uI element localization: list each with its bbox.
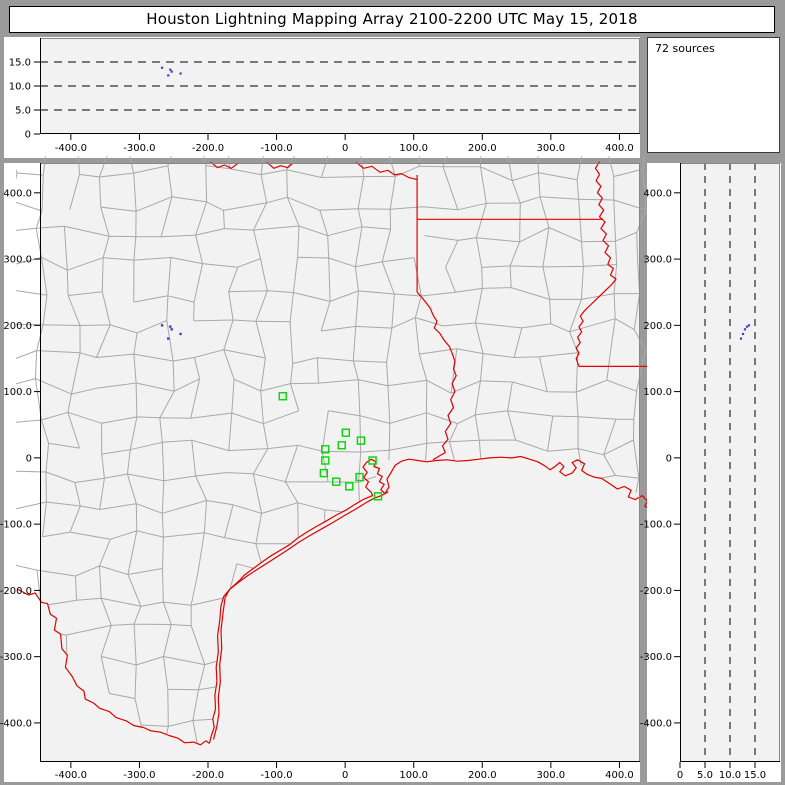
lma-station-marker [356, 436, 366, 445]
lma-station-marker [319, 468, 329, 478]
lightning-source-dot [167, 74, 170, 77]
ew-tick-label: -400.0 [55, 770, 87, 781]
coast-mainland-border [208, 492, 374, 744]
lightning-source-dot [745, 325, 749, 328]
ew-tick-label: 100.0 [399, 770, 428, 781]
altitude-tick-label: 5.0 [15, 106, 31, 117]
plan-view-map-panel: 400.0 300.0 200.0 100.0 0 -100.0 -200.0 -300.0 -… [0, 156, 654, 782]
lightning-source-dot [741, 332, 745, 336]
ns-tick-label: 0 [26, 453, 32, 464]
altitude-tick-label: 15.0 [9, 58, 31, 69]
lma-station-marker [368, 456, 377, 465]
ns-altitude-panel: 400.0 300.0 200.0 100.0 0 -100.0 -200.0 -300.0 -… [640, 163, 781, 782]
ew-tick-label: 400.0 [605, 770, 634, 781]
ns-tick-label: 100.0 [643, 387, 672, 398]
lightning-source-dot [747, 324, 751, 327]
ew-tick-label: 0 [342, 143, 348, 154]
ns-tick-label: 200.0 [3, 321, 32, 332]
plan-view-map-plot[interactable]: 400.0 300.0 200.0 100.0 0 -100.0 -200.0 -300.0 -… [0, 156, 654, 781]
altitude-tick-label: 5.0 [697, 770, 713, 781]
sources-layer [739, 324, 751, 340]
ew-tick-label: 0 [342, 770, 348, 781]
red-river-dip-mid-border [266, 161, 293, 169]
ns-tick-label: 400.0 [3, 188, 32, 199]
ew-altitude-panel: 0 5.0 10.0 15.0 -400.0 -300.0 -200.0 -100.0 0 100… [4, 37, 640, 158]
lma-station-marker [332, 477, 341, 486]
altitude-tick-label: 10.0 [9, 82, 31, 93]
sources-layer [160, 324, 182, 340]
ns-tick-label: -400.0 [0, 718, 32, 729]
altitude-tick-label: 10.0 [719, 770, 741, 781]
ns-tick-label: -300.0 [640, 652, 672, 663]
ew-tick-label: 300.0 [537, 770, 566, 781]
ew-altitude-plot[interactable]: 0 5.0 10.0 15.0 -400.0 -300.0 -200.0 -100.0 0 100… [9, 38, 640, 154]
stations-layer [278, 392, 383, 501]
altitude-tick-label: 15.0 [744, 770, 766, 781]
page-title: Houston Lightning Mapping Array 2100-220… [146, 10, 638, 28]
ew-tick-label: 100.0 [399, 143, 428, 154]
lightning-source-dot [169, 325, 172, 328]
ew-tick-label: -100.0 [260, 770, 292, 781]
ew-tick-label: -300.0 [123, 770, 155, 781]
ns-tick-label: 0 [666, 453, 672, 464]
sources-count-label: 72 sources [655, 42, 715, 55]
lightning-source-dot [169, 68, 172, 71]
ns-tick-label: 100.0 [3, 387, 32, 398]
plot-background [40, 163, 640, 762]
lightning-source-dot [160, 324, 164, 327]
coast-louisiana-border [384, 455, 653, 511]
ns-tick-label: -400.0 [640, 718, 672, 729]
ns-tick-label: 400.0 [643, 188, 672, 199]
lightning-source-dot [167, 337, 170, 340]
ns-tick-label: 300.0 [643, 255, 672, 266]
lightning-source-dot [739, 337, 743, 340]
ew-tick-label: -100.0 [260, 143, 292, 154]
ns-tick-label: -200.0 [0, 586, 32, 597]
ns-tick-label: 300.0 [3, 255, 32, 266]
sources-layer [160, 66, 182, 77]
ns-tick-label: -100.0 [0, 520, 32, 531]
lma-station-marker [337, 441, 346, 450]
ns-tick-label: -200.0 [640, 586, 672, 597]
ew-tick-label: -200.0 [192, 143, 224, 154]
lightning-source-dot [743, 328, 747, 331]
red-river-dip-west-border [210, 161, 238, 169]
lma-station-marker [373, 492, 383, 501]
ew-tick-label: -300.0 [123, 143, 155, 154]
lma-station-marker [341, 428, 351, 437]
barrier-islands-border [212, 491, 389, 740]
mississippi-river-border [575, 161, 617, 367]
ew-tick-label: 200.0 [468, 770, 497, 781]
altitude-tick-label: 0 [25, 130, 31, 141]
lightning-source-dot [170, 70, 173, 73]
state-borders-layer [17, 161, 654, 746]
lma-station-marker [355, 472, 364, 482]
ns-altitude-plot[interactable]: 400.0 300.0 200.0 100.0 0 -100.0 -200.0 -300.0 -… [640, 163, 780, 781]
lightning-source-dot [160, 66, 164, 69]
ns-tick-label: -300.0 [0, 652, 32, 663]
sources-count-panel: 72 sources [647, 37, 780, 153]
ew-tick-label: -400.0 [55, 143, 87, 154]
rio-grande-border [17, 588, 210, 746]
ew-tick-label: 400.0 [605, 143, 634, 154]
sabine-river-border [416, 291, 457, 461]
lightning-source-dot [170, 328, 173, 331]
ew-tick-label: 200.0 [468, 143, 497, 154]
title-bar: Houston Lightning Mapping Array 2100-220… [9, 6, 775, 33]
red-river-border [355, 161, 418, 181]
ew-tick-label: 300.0 [537, 143, 566, 154]
ew-tick-label: -200.0 [192, 770, 224, 781]
lma-station-marker [321, 456, 330, 465]
lma-station-marker [321, 445, 330, 454]
lma-station-marker [278, 392, 287, 401]
altitude-tick-label: 0 [677, 770, 683, 781]
lma-station-marker [345, 482, 354, 491]
ns-tick-label: -100.0 [640, 520, 672, 531]
lightning-source-dot [179, 72, 182, 75]
ns-tick-label: 200.0 [643, 321, 672, 332]
lightning-source-dot [179, 332, 182, 336]
